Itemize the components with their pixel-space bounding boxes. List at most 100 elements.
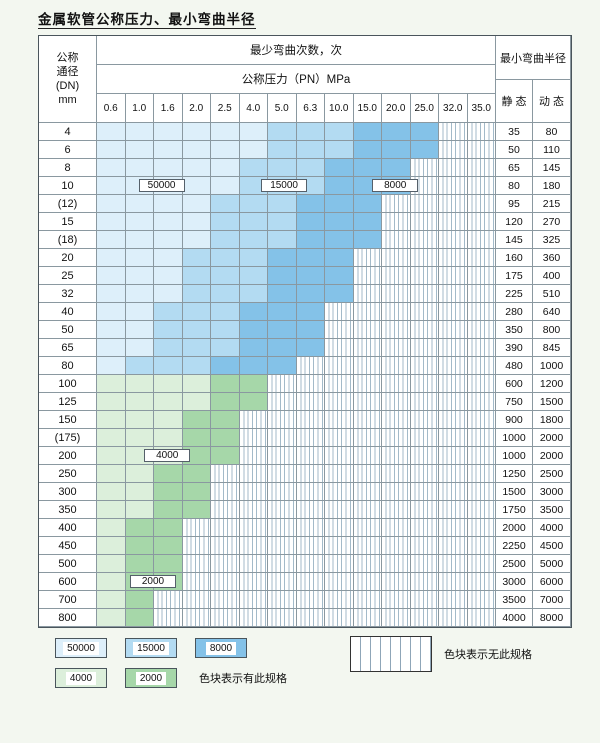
spec-cell-8000	[268, 285, 297, 303]
dynamic-value-cell: 360	[533, 249, 571, 267]
spec-cell-50000	[211, 177, 240, 195]
page-title: 金属软管公称压力、最小弯曲半径	[38, 12, 256, 29]
no-spec-cell	[239, 447, 268, 465]
spec-cell-50000	[211, 159, 240, 177]
spec-cell-8000	[353, 159, 382, 177]
no-spec-cell	[439, 339, 468, 357]
dynamic-value-cell: 5000	[533, 555, 571, 573]
cycle-count-label: 8000	[372, 179, 419, 192]
spec-cell-50000	[239, 123, 268, 141]
no-spec-cell	[439, 177, 468, 195]
no-spec-cell	[268, 573, 297, 591]
no-spec-cell	[296, 375, 325, 393]
legend-value-label: 4000	[65, 671, 97, 685]
spec-cell-8000	[296, 303, 325, 321]
no-spec-cell	[410, 609, 439, 627]
no-spec-cell	[268, 483, 297, 501]
spec-cell-15000	[268, 159, 297, 177]
table-row: (12) 95 215	[39, 195, 571, 213]
no-spec-cell	[296, 555, 325, 573]
spec-cell-15000	[211, 285, 240, 303]
cycle-count-label: 15000	[261, 179, 308, 192]
pressure-column-header: 10.0	[325, 94, 354, 123]
no-spec-cell	[382, 249, 411, 267]
pressure-column-header: 1.0	[125, 94, 154, 123]
dynamic-value-cell: 8000	[533, 609, 571, 627]
no-spec-cell	[211, 555, 240, 573]
legend-color-box: 8000	[195, 638, 247, 658]
no-spec-cell	[325, 573, 354, 591]
no-spec-cell	[239, 501, 268, 519]
spec-cell-15000	[325, 123, 354, 141]
no-spec-cell	[382, 285, 411, 303]
spec-cell-50000	[97, 159, 126, 177]
table-row: 700 3500 7000	[39, 591, 571, 609]
spec-cell-15000	[268, 141, 297, 159]
no-spec-cell	[353, 249, 382, 267]
no-spec-cell	[439, 465, 468, 483]
no-spec-cell	[325, 591, 354, 609]
dynamic-value-cell: 110	[533, 141, 571, 159]
cycle-count-label: 4000	[144, 449, 191, 462]
static-value-cell: 4000	[496, 609, 533, 627]
no-spec-cell	[239, 591, 268, 609]
no-spec-cell	[268, 429, 297, 447]
spec-cell-8000	[382, 141, 411, 159]
spec-cell-8000	[325, 159, 354, 177]
static-column-header: 静 态	[496, 80, 533, 123]
no-spec-cell	[439, 411, 468, 429]
no-spec-cell	[268, 501, 297, 519]
spec-cell-4000	[125, 411, 154, 429]
cycle-count-label: 50000	[138, 179, 185, 192]
spec-cell-2000	[182, 483, 211, 501]
no-spec-cell	[410, 483, 439, 501]
table-row: 8 65 145	[39, 159, 571, 177]
no-spec-cell	[439, 609, 468, 627]
no-spec-cell	[410, 447, 439, 465]
no-spec-cell	[410, 357, 439, 375]
dn-cell: 350	[39, 501, 97, 519]
spec-cell-4000	[125, 429, 154, 447]
static-value-cell: 3000	[496, 573, 533, 591]
dn-cell: 10	[39, 177, 97, 195]
spec-cell-8000	[353, 123, 382, 141]
no-spec-cell	[268, 591, 297, 609]
spec-cell-4000	[125, 501, 154, 519]
spec-cell-50000	[125, 321, 154, 339]
table-row: 32 225 510	[39, 285, 571, 303]
spec-cell-50000	[154, 159, 183, 177]
dynamic-value-cell: 510	[533, 285, 571, 303]
no-spec-cell	[382, 573, 411, 591]
no-spec-cell	[211, 573, 240, 591]
no-spec-cell	[296, 609, 325, 627]
spec-cell-2000	[154, 555, 183, 573]
dn-cell: 40	[39, 303, 97, 321]
no-spec-cell	[467, 519, 496, 537]
spec-cell-15000	[239, 285, 268, 303]
title-wrap: 金属软管公称压力、最小弯曲半径	[0, 0, 600, 35]
no-spec-cell	[382, 231, 411, 249]
dynamic-value-cell: 325	[533, 231, 571, 249]
no-spec-cell	[467, 393, 496, 411]
spec-cell-4000	[97, 483, 126, 501]
spec-cell-50000	[125, 303, 154, 321]
spec-cell-8000	[296, 195, 325, 213]
spec-cell-4000	[182, 393, 211, 411]
spec-cell-50000	[97, 141, 126, 159]
no-spec-cell	[296, 357, 325, 375]
spec-cell-4000	[97, 519, 126, 537]
spec-cell-15000	[239, 231, 268, 249]
spec-cell-2000	[154, 465, 183, 483]
no-spec-cell	[439, 141, 468, 159]
spec-cell-8000	[325, 213, 354, 231]
spec-cell-50000	[211, 141, 240, 159]
spec-cell-15000	[211, 339, 240, 357]
spec-cell-2000	[182, 411, 211, 429]
spec-cell-15000	[125, 357, 154, 375]
no-spec-cell	[410, 519, 439, 537]
dynamic-value-cell: 1500	[533, 393, 571, 411]
spec-cell-50000	[154, 141, 183, 159]
spec-cell-8000	[410, 123, 439, 141]
spec-cell-4000	[154, 393, 183, 411]
spec-cell-8000	[239, 321, 268, 339]
